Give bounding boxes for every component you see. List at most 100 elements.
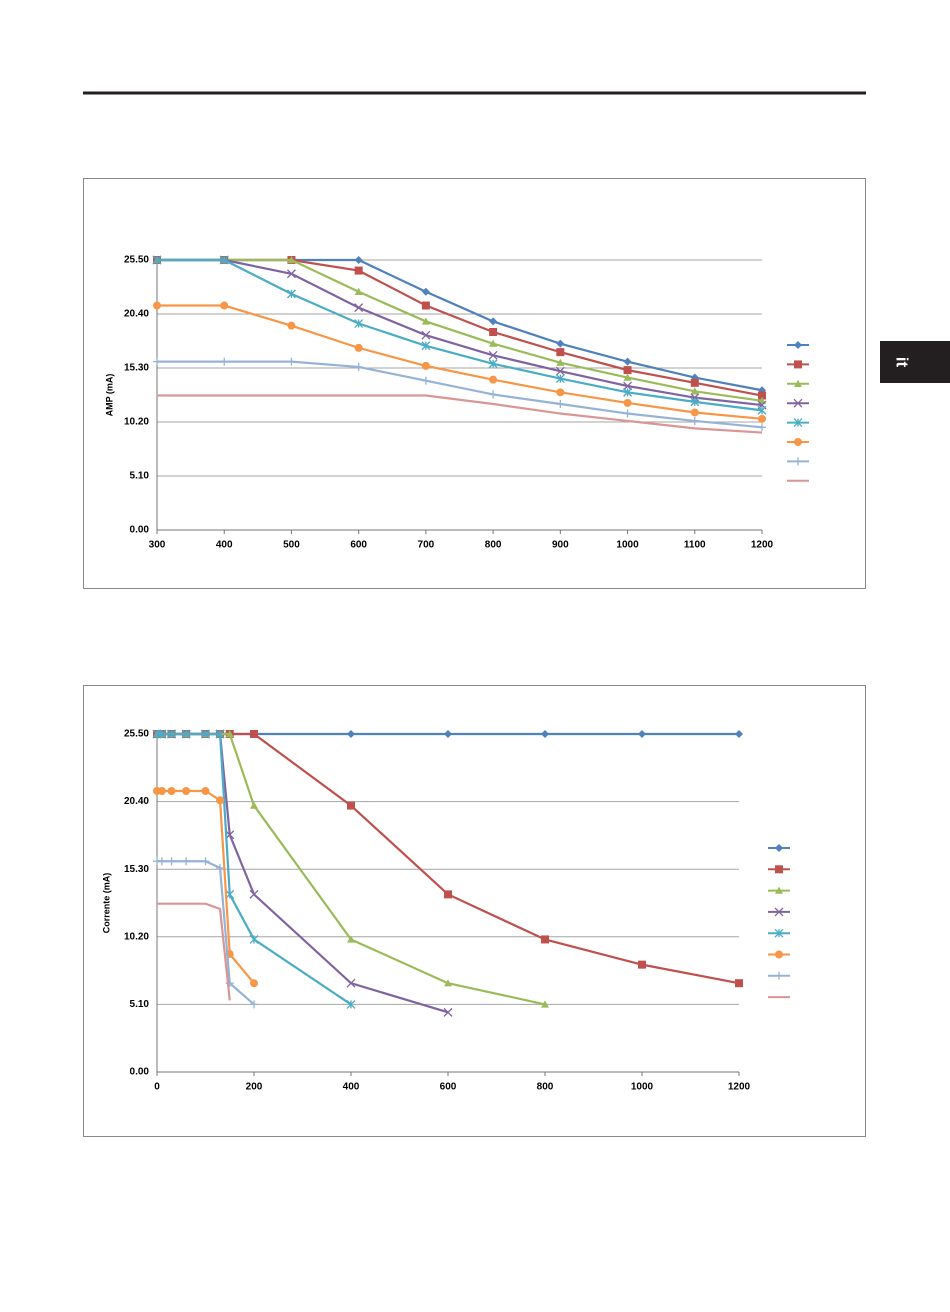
marker: [541, 935, 549, 944]
y-tick-label: 10.20: [124, 931, 149, 942]
marker: [421, 330, 431, 340]
chart-frame: [83, 685, 866, 1137]
marker: [489, 328, 498, 336]
marker: [354, 362, 363, 371]
side-tab-label: it: [893, 357, 912, 368]
marker: [153, 357, 161, 366]
marker: [489, 390, 498, 399]
marker: [216, 863, 225, 872]
legend-marker: [793, 418, 803, 428]
legend-marker: [794, 438, 802, 446]
marker: [556, 388, 565, 397]
x-tick-label: 200: [246, 1082, 263, 1093]
marker: [690, 393, 700, 403]
marker: [346, 999, 356, 1009]
x-tick-label: 1200: [751, 540, 774, 551]
marker: [181, 729, 191, 739]
x-tick-label: 0: [154, 1082, 160, 1093]
marker: [556, 348, 565, 357]
marker: [556, 400, 565, 408]
legend-marker: [775, 865, 783, 874]
chart-frame: [83, 178, 866, 589]
marker: [153, 301, 161, 310]
x-tick-label: 600: [440, 1082, 457, 1093]
legend-marker: [775, 950, 783, 959]
marker: [216, 796, 225, 805]
marker: [201, 729, 210, 739]
side-tab: [880, 341, 950, 383]
x-tick-label: 1000: [616, 540, 639, 551]
marker: [287, 321, 296, 330]
marker: [758, 423, 766, 432]
series-line: [157, 258, 763, 392]
y-tick-label: 10.20: [124, 417, 149, 428]
marker: [286, 289, 296, 299]
marker: [354, 343, 363, 352]
marker: [250, 801, 258, 809]
series-line: [157, 394, 763, 434]
marker: [488, 359, 498, 369]
marker: [219, 255, 229, 265]
series-line: [157, 258, 763, 412]
marker: [421, 376, 430, 385]
legend-marker: [794, 457, 802, 466]
marker: [421, 301, 430, 310]
marker: [220, 357, 229, 366]
x-tick-label: 1200: [728, 1082, 751, 1093]
legend-marker: [794, 360, 802, 369]
marker: [182, 857, 191, 866]
marker: [421, 341, 431, 351]
marker: [488, 350, 498, 360]
marker: [201, 786, 210, 795]
marker: [758, 414, 766, 423]
marker: [623, 357, 632, 366]
marker: [444, 890, 452, 899]
marker: [444, 730, 452, 738]
series-line: [157, 360, 763, 429]
marker: [541, 730, 549, 738]
marker: [287, 256, 296, 264]
series-line: [157, 860, 255, 1006]
x-tick-label: 800: [537, 1082, 554, 1093]
y-tick-label: 25.50: [124, 255, 149, 266]
marker: [421, 287, 430, 296]
marker: [157, 786, 166, 795]
marker: [623, 409, 632, 418]
y-tick-label: 20.40: [124, 309, 149, 320]
series-line: [157, 902, 231, 1001]
series-line: [157, 304, 763, 420]
y-tick-label: 15.30: [124, 363, 149, 374]
marker: [354, 256, 363, 264]
x-tick-label: 300: [149, 540, 166, 551]
series-line: [157, 258, 763, 397]
x-tick-label: 400: [216, 540, 233, 551]
series-line: [157, 258, 763, 402]
x-tick-label: 400: [343, 1082, 360, 1093]
x-tick-label: 1000: [631, 1082, 654, 1093]
marker: [346, 978, 356, 988]
marker: [347, 730, 355, 738]
marker: [758, 391, 766, 400]
marker: [690, 408, 699, 417]
marker: [225, 730, 234, 738]
marker: [421, 317, 430, 325]
x-tick-label: 1100: [684, 540, 706, 551]
y-tick-label: 25.50: [124, 729, 149, 740]
marker: [152, 255, 162, 265]
marker: [623, 387, 633, 397]
marker: [354, 287, 363, 295]
series-line: [157, 789, 255, 984]
legend-marker: [775, 886, 783, 894]
marker: [347, 935, 355, 943]
marker: [489, 339, 498, 347]
legend-marker: [774, 928, 784, 938]
marker: [182, 786, 191, 795]
y-tick-label: 20.40: [124, 796, 149, 807]
marker: [489, 317, 498, 326]
y-tick-label: 15.30: [124, 864, 149, 875]
marker: [623, 381, 633, 391]
marker: [556, 358, 565, 366]
y-tick-label: 0.00: [130, 525, 150, 536]
marker: [623, 398, 632, 407]
